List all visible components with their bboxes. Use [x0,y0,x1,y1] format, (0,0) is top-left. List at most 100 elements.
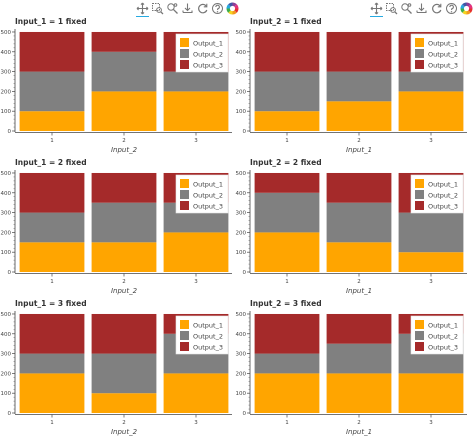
legend-swatch [415,179,424,188]
box-zoom-icon[interactable] [151,2,164,15]
x-axis-label: Input_1 [346,287,372,295]
legend: Output_1 Output_2 Output_3 [175,33,229,73]
bar-segment-output-1 [326,101,392,131]
y-tick-label: 400 [1,191,12,197]
bar-segment-output-3 [91,172,157,203]
bar-segment-output-3 [254,31,320,72]
help-icon[interactable] [211,2,224,15]
bar-segment-output-1 [398,252,464,272]
bar-segment-output-1 [19,111,85,131]
y-tick-label: 500 [236,312,247,318]
bar-segment-output-1 [91,242,157,272]
reset-icon[interactable] [196,2,209,15]
bar-segment-output-1 [19,242,85,272]
save-icon[interactable] [415,2,428,15]
bokeh-logo-icon[interactable] [226,2,239,15]
x-tick-label: 3 [429,138,433,144]
y-tick-label: 300 [1,352,12,358]
y-tick-label: 100 [1,109,12,115]
chart-panel: Input_1 = 2 fixed 0 100 200 300 400 500 1 2 3 Inpu… [1,158,232,295]
x-axis-label: Input_2 [111,146,138,154]
legend-item-label: Output_1 [428,321,458,329]
legend-item-label: Output_2 [193,332,223,340]
x-axis-label: Input_2 [111,428,138,436]
chart-title: Input_2 = 2 fixed [250,158,322,167]
reset-icon[interactable] [430,2,443,15]
x-tick-label: 2 [122,279,126,285]
bar-segment-output-2 [254,192,320,233]
y-tick-label: 300 [236,70,247,76]
legend-item-label: Output_2 [193,50,223,58]
legend: Output_1 Output_2 Output_3 [175,315,229,355]
y-tick-label: 0 [243,270,247,276]
bokeh-logo-icon[interactable] [460,2,473,15]
y-tick-label: 100 [1,391,12,397]
y-tick-label: 0 [8,270,12,276]
bar-segment-output-1 [326,242,392,272]
y-tick-label: 400 [1,50,12,56]
bar-segment-output-2 [163,71,229,92]
chart-title: Input_1 = 1 fixed [15,17,87,26]
legend-swatch [415,201,424,210]
bar-segment-output-1 [163,232,229,272]
y-tick-label: 400 [1,332,12,338]
legend-swatch [180,38,189,47]
active-tool-indicator [136,16,149,17]
help-icon[interactable] [445,2,458,15]
y-tick-label: 200 [236,89,247,95]
legend-item-label: Output_1 [428,180,458,188]
bar-segment-output-3 [19,172,85,213]
save-icon[interactable] [181,2,194,15]
bar-segment-output-3 [19,31,85,72]
bar-segment-output-3 [326,31,392,72]
legend-swatch [180,320,189,329]
bar-segment-output-2 [326,202,392,243]
toolbar-right [370,2,474,17]
chart-panel: Input_2 = 2 fixed 0 100 200 300 400 500 1 2 3 Inpu… [236,158,467,295]
y-tick-label: 0 [243,129,247,135]
bar-segment-output-2 [91,353,157,394]
active-tool-indicator [370,16,383,17]
bar-segment-output-3 [254,172,320,193]
y-tick-label: 200 [1,371,12,377]
y-tick-label: 100 [236,250,247,256]
x-tick-label: 2 [357,138,361,144]
wheel-zoom-icon[interactable] [166,2,179,15]
legend-item-label: Output_3 [428,343,458,351]
x-tick-label: 3 [194,420,198,426]
y-tick-label: 0 [8,129,12,135]
bar-segment-output-1 [398,373,464,413]
y-tick-label: 500 [236,30,247,36]
x-tick-label: 1 [50,138,54,144]
y-tick-label: 500 [1,30,12,36]
chart-panel: Input_2 = 1 fixed 0 100 200 300 400 500 1 2 3 Inpu… [236,17,467,154]
toolbar-left [136,2,240,17]
pan-icon[interactable] [370,2,383,15]
wheel-zoom-icon[interactable] [400,2,413,15]
bar-segment-output-3 [91,313,157,354]
y-tick-label: 200 [236,230,247,236]
bar-segment-output-3 [326,313,392,344]
legend-swatch [415,342,424,351]
legend-swatch [415,38,424,47]
bar-segment-output-3 [91,31,157,52]
y-tick-label: 100 [236,391,247,397]
legend-swatch [180,190,189,199]
bar-segment-output-3 [326,172,392,203]
y-tick-label: 300 [236,211,247,217]
bar-segment-output-1 [326,373,392,413]
x-tick-label: 3 [429,279,433,285]
box-zoom-icon[interactable] [385,2,398,15]
bar-segment-output-1 [163,373,229,413]
pan-icon[interactable] [136,2,149,15]
chart-panel: Input_1 = 1 fixed 0 100 200 300 400 500 1 2 3 Inpu… [1,17,232,154]
bar-segment-output-2 [398,71,464,92]
bar-segment-output-2 [254,71,320,112]
bar-segment-output-2 [91,202,157,243]
y-tick-label: 500 [1,171,12,177]
bar-segment-output-2 [326,343,392,374]
legend-swatch [180,179,189,188]
y-tick-label: 200 [1,89,12,95]
x-tick-label: 3 [194,138,198,144]
